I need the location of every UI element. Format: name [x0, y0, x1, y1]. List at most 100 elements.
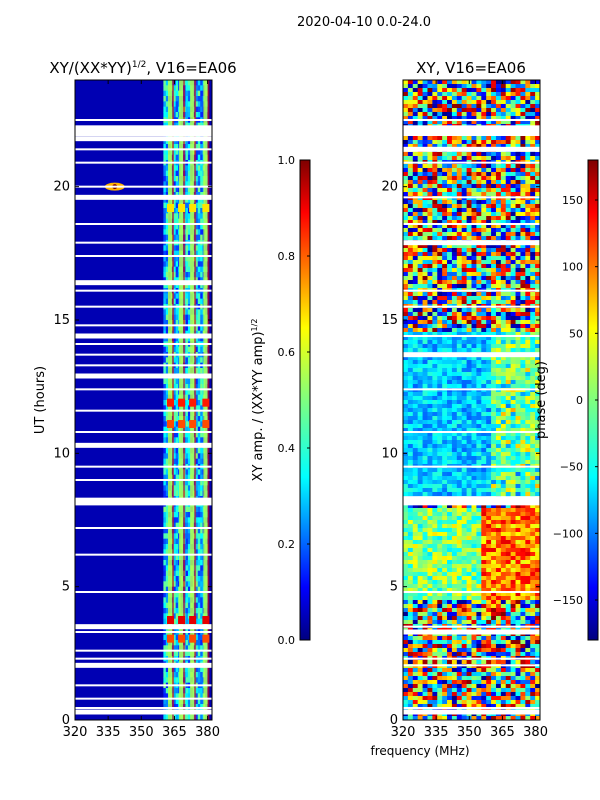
phase-cell: [525, 260, 531, 265]
amplitude-cell: [173, 448, 177, 454]
phase-cell: [520, 380, 526, 385]
phase-cell: [476, 384, 482, 389]
amplitude-cell: [197, 506, 201, 513]
amplitude-cell: [197, 432, 201, 438]
amplitude-cell: [195, 592, 199, 598]
phase-cell: [505, 220, 512, 225]
phase-cell: [486, 244, 492, 249]
amplitude-cell: [200, 522, 204, 529]
phase-cell: [486, 432, 492, 437]
phase-cell: [447, 264, 453, 269]
amplitude-cell: [185, 101, 189, 108]
phase-cell: [447, 192, 453, 197]
phase-cell: [432, 192, 438, 197]
phase-cell: [481, 96, 487, 101]
phase-cell: [407, 380, 414, 385]
phase-cell: [456, 376, 463, 381]
amplitude-cell: [187, 96, 191, 102]
amplitude-cell: [175, 202, 179, 209]
phase-cell: [422, 172, 428, 177]
amplitude-cell: [185, 432, 189, 438]
amplitude-cell: [197, 714, 201, 720]
phase-cell: [456, 220, 463, 225]
phase-cell: [510, 120, 517, 125]
amplitude-cell: [165, 181, 169, 188]
phase-cell: [515, 392, 521, 397]
amplitude-cell: [200, 698, 204, 705]
amplitude-cell: [187, 448, 191, 454]
phase-cell: [535, 400, 540, 405]
phase-cell: [447, 184, 453, 189]
phase-cell: [427, 320, 433, 325]
amplitude-cell: [175, 581, 179, 588]
phase-cell: [515, 340, 521, 345]
phase-cell: [491, 80, 497, 85]
phase-cell: [447, 376, 453, 381]
phase-cell: [505, 376, 512, 381]
phase-cell: [525, 440, 531, 445]
amplitude-cell: [165, 597, 169, 604]
amplitude-cell: [175, 576, 179, 582]
phase-cell: [486, 456, 492, 461]
phase-cell: [535, 404, 540, 409]
phase-cell: [486, 116, 492, 121]
amplitude-cell: [175, 554, 179, 561]
amplitude-cell: [197, 693, 201, 700]
phase-cell: [495, 448, 502, 453]
phase-cell: [437, 384, 443, 389]
amplitude-y-tick-label: 15: [53, 313, 70, 328]
phase-cell: [505, 244, 512, 249]
phase-cell: [505, 324, 512, 329]
phase-cell: [456, 212, 463, 217]
phase-cell: [461, 96, 468, 101]
amplitude-cell: [165, 378, 169, 385]
phase-cell: [495, 368, 502, 373]
amplitude-cell: [195, 480, 199, 486]
phase-cell: [437, 292, 443, 297]
amplitude-cell: [195, 570, 199, 577]
phase-cell: [491, 224, 497, 229]
phase-cell: [432, 356, 438, 361]
phase-cell: [422, 444, 428, 449]
phase-cell: [500, 108, 507, 113]
amplitude-cell: [195, 618, 199, 625]
phase-cell: [486, 176, 492, 181]
amplitude-cell: [195, 309, 199, 316]
phase-cell: [486, 280, 492, 285]
phase-cell: [505, 400, 512, 405]
phase-cell: [412, 384, 419, 389]
phase-cell: [461, 364, 468, 369]
amplitude-cell: [163, 298, 167, 305]
phase-cell: [456, 296, 463, 301]
phase-cell: [403, 428, 409, 433]
amplitude-cell: [163, 469, 167, 476]
phase-cell: [461, 116, 468, 121]
amplitude-cell: [195, 154, 199, 161]
phase-cell: [481, 208, 487, 213]
phase-cell: [476, 308, 482, 313]
phase-cell: [491, 260, 497, 265]
amplitude-cell: [173, 666, 177, 673]
phase-cell: [417, 376, 424, 381]
amplitude-cell: [195, 410, 199, 417]
phase-cell: [447, 248, 453, 253]
amplitude-cell: [200, 597, 204, 604]
amplitude-cell: [173, 602, 177, 609]
amplitude-cell: [195, 149, 199, 156]
amplitude-cell: [165, 645, 169, 652]
phase-cell: [432, 232, 438, 237]
amplitude-cell: [175, 378, 179, 385]
amplitude-cell: [200, 618, 204, 625]
phase-cell: [412, 324, 419, 329]
amplitude-cell: [197, 592, 201, 598]
phase-cell: [451, 176, 458, 181]
phase-cell: [510, 200, 517, 205]
phase-cell: [520, 92, 526, 97]
phase-cell: [530, 252, 536, 257]
amplitude-cell: [165, 512, 169, 518]
phase-cell: [456, 80, 463, 85]
phase-cell: [442, 168, 448, 173]
amplitude-cell: [185, 368, 189, 374]
amplitude-cell: [187, 528, 191, 534]
phase-cell: [427, 444, 433, 449]
